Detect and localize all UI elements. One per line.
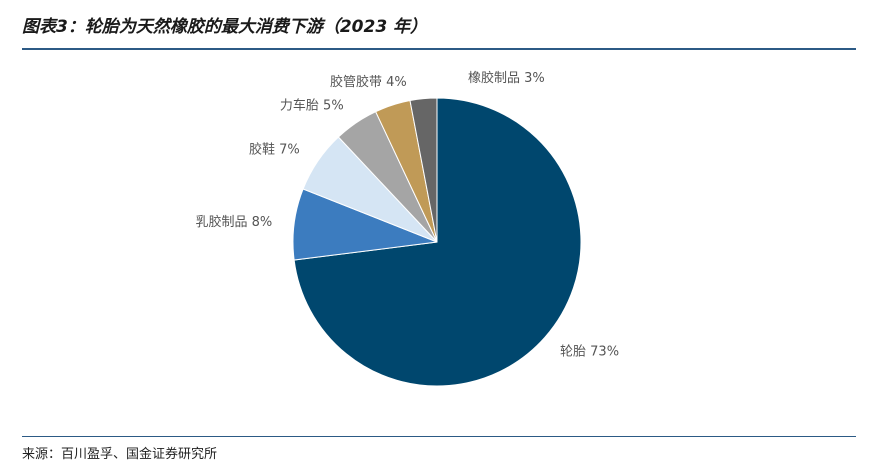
slice-label-4: 胶管胶带 4% <box>330 74 407 90</box>
slice-label-2: 胶鞋 7% <box>249 142 300 158</box>
top-rule <box>22 48 856 50</box>
slice-label-3: 力车胎 5% <box>280 98 344 114</box>
pie-slice-0 <box>293 97 582 387</box>
source-note: 来源：百川盈孚、国金证券研究所 <box>22 447 218 462</box>
chart-title: 图表3：轮胎为天然橡胶的最大消费下游（2023 年） <box>22 17 428 37</box>
bottom-rule <box>22 436 856 437</box>
pie-slice-5 <box>409 97 438 243</box>
slice-label-1: 乳胶制品 8% <box>196 214 273 230</box>
slice-label-5: 橡胶制品 3% <box>468 70 545 86</box>
slice-label-0: 轮胎 73% <box>560 344 619 359</box>
